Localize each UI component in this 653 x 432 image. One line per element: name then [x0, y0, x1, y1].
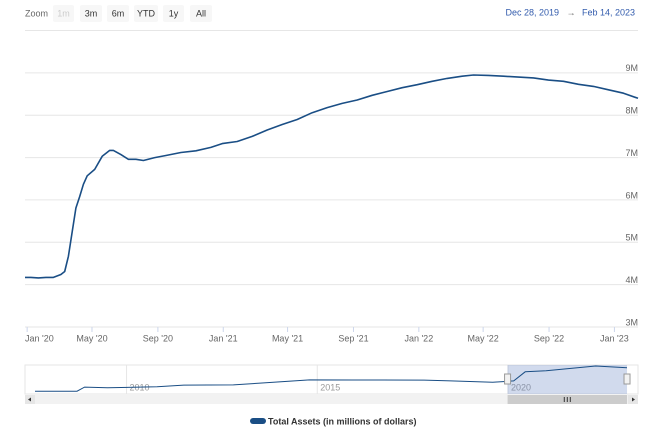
navigator-handle[interactable] [623, 373, 631, 385]
y-tick-label: 4M [625, 275, 638, 285]
zoom-label: Zoom [25, 8, 48, 18]
navigator-label: 2015 [320, 382, 340, 392]
y-tick-label: 9M [625, 63, 638, 73]
button-label: 1y [169, 8, 179, 18]
x-tick-label: Jan '23 [600, 333, 629, 343]
button-bg [190, 5, 212, 22]
range-arrow: → [567, 7, 576, 17]
line [25, 74, 639, 279]
y-tick-label: 8M [625, 106, 638, 116]
x-tick-label: May '21 [272, 333, 303, 343]
zoom-button[interactable]: YTD [134, 5, 158, 22]
navigator-line [35, 365, 628, 392]
navigator-mask [507, 365, 628, 394]
range-to[interactable]: Feb 14, 2023 [582, 7, 635, 17]
button-bg [134, 5, 158, 22]
y-tick-label: 3M [625, 317, 638, 327]
arrow-left [28, 397, 31, 402]
zoom-button[interactable]: All [190, 5, 212, 22]
x-tick-label: Jan '21 [209, 333, 238, 343]
y-tick-label: 7M [625, 148, 638, 158]
button-label: 3m [85, 8, 98, 18]
navigator-handle[interactable] [504, 373, 512, 385]
x-tick-label: Jan '20 [25, 333, 54, 343]
zoom-button[interactable]: 6m [107, 5, 129, 22]
legend-label[interactable]: Total Assets (in millions of dollars) [268, 416, 417, 426]
button-label: All [196, 8, 206, 18]
button-label: YTD [137, 8, 156, 18]
x-tick-label: May '20 [76, 333, 107, 343]
range-from[interactable]: Dec 28, 2019 [505, 7, 559, 17]
x-tick-label: May '22 [468, 333, 499, 343]
y-tick-label: 6M [625, 190, 638, 200]
zoom-button: 1m [53, 5, 74, 22]
legend-symbol[interactable] [250, 418, 266, 424]
zoom-button[interactable]: 1y [163, 5, 184, 22]
scrollbar-track[interactable] [25, 395, 638, 404]
zoom-button[interactable]: 3m [80, 5, 102, 22]
button-label: 1m [57, 8, 70, 18]
x-tick-label: Jan '22 [404, 333, 433, 343]
button-label: 6m [112, 8, 125, 18]
button-bg [80, 5, 102, 22]
button-bg [53, 5, 74, 22]
zoom-buttons: 1m 3m 6m YTD 1y All [53, 5, 212, 22]
button-bg [107, 5, 129, 22]
navigator-label: 2020 [511, 382, 531, 392]
arrow-right [632, 397, 635, 402]
y-tick-label: 5M [625, 233, 638, 243]
x-tick-label: Sep '20 [143, 333, 173, 343]
x-tick-label: Sep '22 [534, 333, 564, 343]
x-tick-label: Sep '21 [338, 333, 368, 343]
button-bg [163, 5, 184, 22]
